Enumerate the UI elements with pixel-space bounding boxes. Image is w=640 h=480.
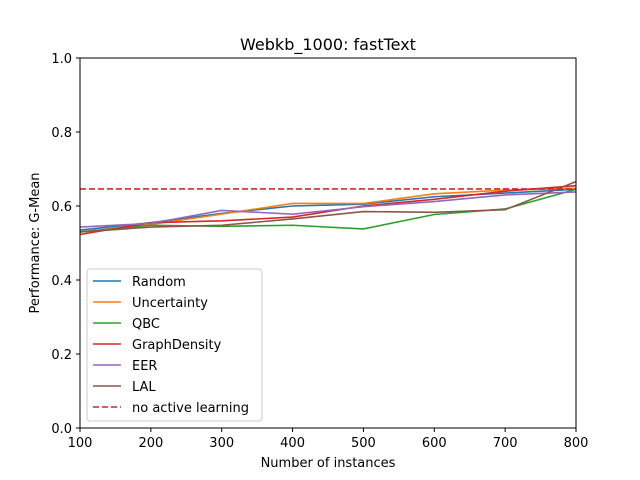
x-tick-label: 700 (493, 436, 518, 451)
x-tick-label: 200 (138, 436, 163, 451)
legend-label-random: Random (132, 275, 186, 290)
y-tick-label: 1.0 (51, 52, 72, 67)
legend-label-uncertainty: Uncertainty (132, 296, 208, 311)
x-tick-label: 100 (68, 436, 93, 451)
x-tick-label: 800 (564, 436, 589, 451)
plot-frame (79, 57, 577, 429)
chart-title: Webkb_1000: fastText (240, 35, 416, 55)
x-axis-label: Number of instances (261, 456, 396, 471)
legend-label-lal: LAL (132, 380, 156, 395)
series-line-graphdensity (79, 184, 577, 236)
y-axis-ticks: 0.0 0.2 0.4 0.6 0.8 1.0 (51, 52, 80, 437)
x-tick-label: 600 (422, 436, 447, 451)
y-axis-label: Performance: G-Mean (28, 172, 43, 313)
y-tick-label: 0.8 (51, 126, 72, 141)
x-tick-label: 400 (280, 436, 305, 451)
legend-label-eer: EER (132, 359, 157, 374)
y-tick-label: 0.4 (51, 274, 72, 289)
series-line-lal (79, 180, 577, 233)
legend-label-qbc: QBC (132, 317, 160, 332)
legend: Random Uncertainty QBC GraphDensity EER LAL no… (86, 268, 263, 422)
y-tick-label: 0.6 (51, 200, 72, 215)
legend-label-no-active-learning: no active learning (132, 401, 249, 416)
y-tick-label: 0.0 (51, 422, 72, 437)
x-tick-label: 300 (209, 436, 234, 451)
legend-box (86, 268, 263, 422)
series-line-eer (79, 191, 577, 228)
plot-lines (79, 180, 577, 236)
x-axis-ticks: 100 200 300 400 500 600 700 800 (68, 428, 589, 451)
y-tick-label: 0.2 (51, 348, 72, 363)
x-tick-label: 500 (351, 436, 376, 451)
legend-label-graphdensity: GraphDensity (132, 338, 222, 353)
